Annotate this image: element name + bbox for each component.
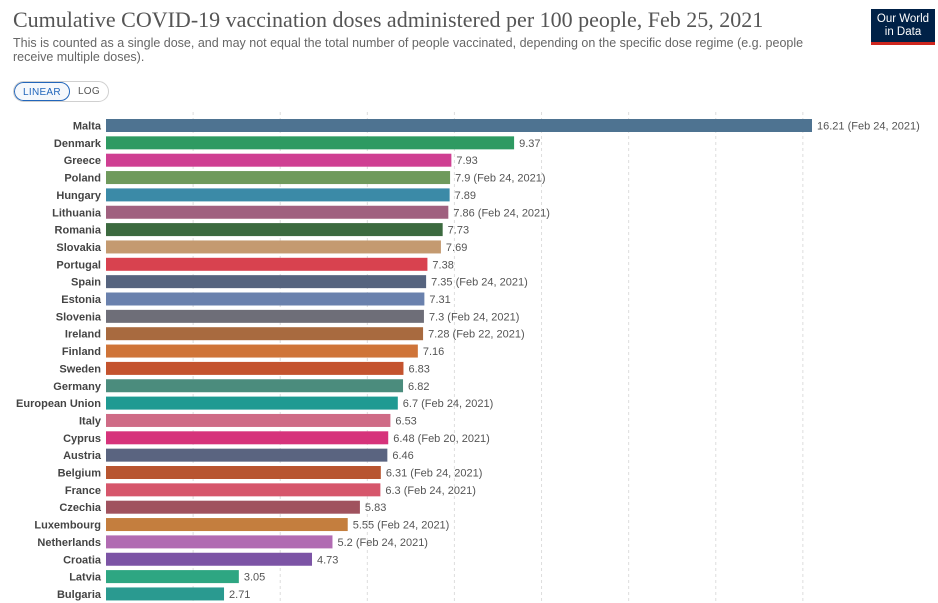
- value-label: 16.21 (Feb 24, 2021): [817, 121, 920, 133]
- category-label: Denmark: [54, 138, 102, 150]
- value-label: 6.48 (Feb 20, 2021): [393, 433, 490, 445]
- category-label: European Union: [16, 398, 101, 410]
- value-label: 7.69: [446, 242, 467, 254]
- category-label: Italy: [79, 415, 102, 427]
- category-label: Czechia: [59, 502, 101, 514]
- bar[interactable]: [106, 223, 443, 237]
- bar[interactable]: [106, 431, 389, 445]
- category-label: Bulgaria: [57, 589, 102, 601]
- category-label: Romania: [55, 225, 102, 237]
- bar[interactable]: [106, 327, 424, 341]
- category-label: Ireland: [65, 329, 101, 341]
- bar[interactable]: [106, 483, 381, 497]
- bar[interactable]: [106, 275, 427, 289]
- category-label: Sweden: [59, 363, 101, 375]
- category-label: Spain: [71, 277, 101, 289]
- value-label: 7.16: [423, 346, 444, 358]
- value-label: 9.37: [519, 138, 540, 150]
- category-label: Luxembourg: [34, 520, 101, 532]
- bar[interactable]: [106, 518, 348, 532]
- category-label: Estonia: [61, 294, 102, 306]
- bar[interactable]: [106, 171, 451, 185]
- value-label: 7.73: [448, 225, 469, 237]
- category-label: Hungary: [56, 190, 102, 202]
- category-label: Belgium: [58, 468, 102, 480]
- value-label: 7.86 (Feb 24, 2021): [453, 207, 550, 219]
- value-label: 5.83: [365, 502, 386, 514]
- category-label: Netherlands: [37, 537, 101, 549]
- value-label: 6.83: [408, 363, 429, 375]
- bar[interactable]: [106, 344, 418, 358]
- value-label: 6.3 (Feb 24, 2021): [385, 485, 476, 497]
- value-label: 7.28 (Feb 22, 2021): [428, 329, 525, 341]
- linear-scale-button[interactable]: LINEAR: [14, 82, 70, 101]
- category-label: Slovenia: [56, 311, 102, 323]
- category-label: Austria: [63, 450, 102, 462]
- category-label: Slovakia: [56, 242, 102, 254]
- value-label: 3.05: [244, 572, 265, 584]
- bar[interactable]: [106, 466, 381, 479]
- category-label: Greece: [64, 155, 101, 167]
- bar[interactable]: [106, 587, 225, 601]
- value-label: 7.93: [456, 155, 477, 167]
- bar[interactable]: [106, 119, 812, 132]
- value-label: 5.55 (Feb 24, 2021): [353, 520, 450, 532]
- value-label: 4.73: [317, 554, 338, 566]
- category-label: France: [65, 485, 101, 497]
- category-label: Croatia: [63, 554, 102, 566]
- bar[interactable]: [106, 500, 360, 514]
- bars: Malta 16.21 (Feb 24, 2021) Denmark 9.37 Gree…: [16, 119, 920, 601]
- bar[interactable]: [106, 379, 404, 393]
- value-label: 2.71: [229, 589, 250, 601]
- category-label: Cyprus: [63, 433, 101, 445]
- bar[interactable]: [106, 361, 404, 375]
- bar[interactable]: [106, 136, 515, 150]
- bar[interactable]: [106, 413, 391, 427]
- value-label: 7.35 (Feb 24, 2021): [431, 277, 528, 289]
- bar[interactable]: [106, 188, 450, 202]
- value-label: 7.9 (Feb 24, 2021): [455, 173, 546, 185]
- log-scale-button[interactable]: LOG: [77, 86, 100, 97]
- category-label: Germany: [53, 381, 102, 393]
- value-label: 6.31 (Feb 24, 2021): [386, 468, 483, 480]
- value-label: 6.7 (Feb 24, 2021): [403, 398, 494, 410]
- bar-chart: Malta 16.21 (Feb 24, 2021) Denmark 9.37 Gree…: [16, 112, 920, 603]
- value-label: 7.31: [429, 294, 450, 306]
- bar[interactable]: [106, 448, 388, 462]
- scale-toggle[interactable]: LINEAR LOG: [13, 81, 109, 102]
- category-label: Malta: [73, 121, 102, 133]
- category-label: Finland: [62, 346, 101, 358]
- bar[interactable]: [106, 570, 239, 584]
- value-label: 6.82: [408, 381, 429, 393]
- value-label: 6.53: [395, 415, 416, 427]
- category-label: Poland: [64, 173, 101, 185]
- logo-line-2: in Data: [884, 26, 922, 38]
- value-label: 7.38: [432, 259, 453, 271]
- bar[interactable]: [106, 240, 441, 254]
- bar[interactable]: [106, 257, 428, 271]
- bar[interactable]: [106, 552, 313, 566]
- value-label: 7.89: [455, 190, 476, 202]
- bar[interactable]: [106, 292, 425, 306]
- category-label: Latvia: [69, 572, 102, 584]
- chart-subtitle: This is counted as a single dose, and ma…: [13, 36, 804, 64]
- value-label: 5.2 (Feb 24, 2021): [337, 537, 428, 549]
- category-label: Portugal: [56, 259, 101, 271]
- bar[interactable]: [106, 309, 424, 323]
- category-label: Lithuania: [52, 207, 102, 219]
- value-label: 7.3 (Feb 24, 2021): [429, 311, 520, 323]
- bar[interactable]: [106, 205, 449, 219]
- logo-accent-bar: [871, 42, 935, 45]
- logo-line-1: Our World: [876, 13, 930, 25]
- bar[interactable]: [106, 535, 333, 549]
- bar[interactable]: [106, 153, 452, 167]
- bar[interactable]: [106, 396, 398, 410]
- owid-logo[interactable]: Our World in Data: [871, 9, 935, 45]
- value-label: 6.46: [392, 450, 413, 462]
- chart-title: Cumulative COVID-19 vaccination doses ad…: [13, 7, 764, 32]
